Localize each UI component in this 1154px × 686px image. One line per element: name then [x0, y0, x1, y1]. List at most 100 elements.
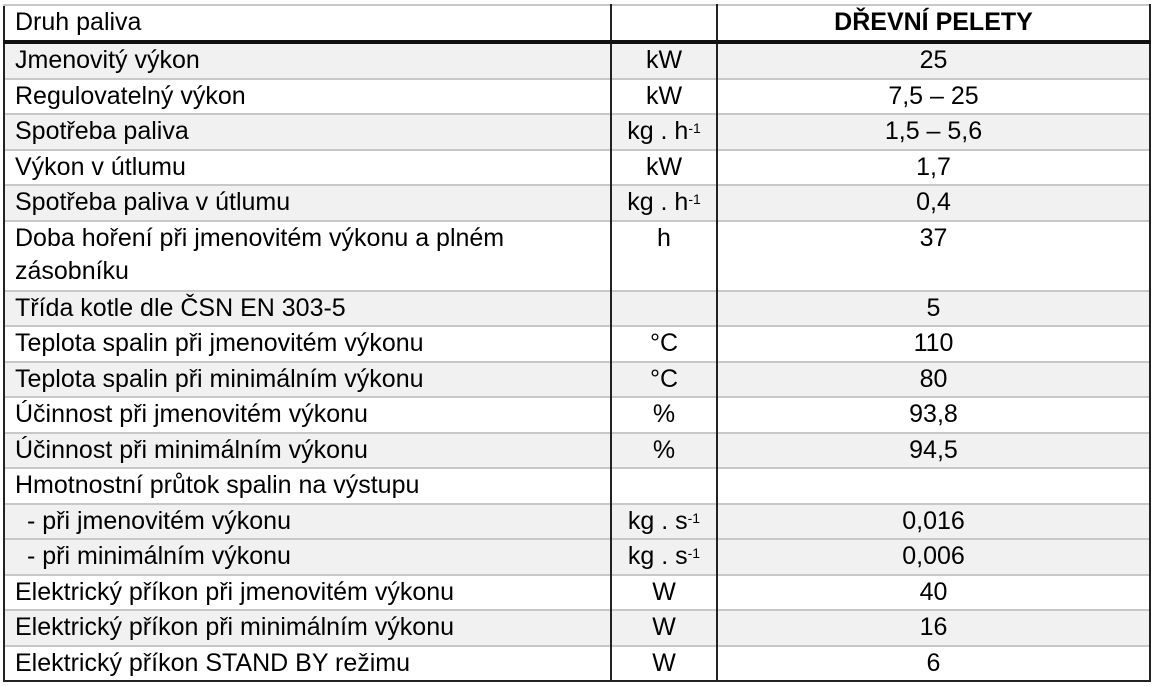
unit-label: W — [652, 648, 676, 677]
value-cell: 25 — [716, 41, 1151, 79]
param-cell: Výkon v útlumu — [3, 148, 612, 185]
table-row: Jmenovitý výkon kW 25 — [3, 41, 1151, 79]
param-label: Výkon v útlumu — [15, 152, 186, 181]
unit-cell — [610, 467, 718, 504]
table-row: Doba hoření při jmenovitém výkonu a plné… — [3, 219, 1151, 291]
table-row: - při minimálním výkonu kg . s-1 0,006 — [3, 538, 1151, 575]
table-row: - při jmenovitém výkonu kg . s-1 0,016 — [3, 502, 1151, 539]
unit-cell: % — [610, 396, 718, 433]
param-cell: Spotřeba paliva v útlumu — [3, 184, 612, 221]
table-row: Účinnost při minimálním výkonu% 94,5 — [3, 431, 1151, 468]
boiler-specifications-table: Druh paliva DŘEVNÍ PELETY Jmenovitý výko… — [3, 4, 1151, 682]
param-label: Účinnost při jmenovitém výkonu — [15, 400, 368, 428]
table-row: Výkon v útlumu kW 1,7 — [3, 148, 1151, 185]
param-cell: Elektrický příkon STAND BY režimu — [3, 644, 612, 681]
table-row: Třída kotle dle ČSN EN 303-5 5 — [3, 289, 1151, 326]
value-cell: 0,006 — [716, 538, 1151, 575]
unit-cell: kg . h-1 — [610, 184, 718, 221]
unit-cell: % — [610, 431, 718, 468]
unit-label: % — [652, 435, 676, 464]
unit-cell: kg . s-1 — [610, 538, 718, 575]
unit-label: W — [652, 613, 676, 641]
header-param: Druh paliva — [3, 4, 612, 44]
unit-cell — [610, 289, 718, 326]
unit-cell: W — [610, 644, 718, 681]
table-row: Hmotnostní průtok spalin na výstupu — [3, 467, 1151, 504]
value-cell: 37 — [716, 219, 1151, 291]
table-row: Elektrický příkon při minimálním výkonu W… — [3, 609, 1151, 646]
param-cell: - při jmenovitém výkonu — [3, 502, 612, 539]
table-row: Spotřeba paliva kg . h-1 1,5 – 5,6 — [3, 113, 1151, 150]
unit-cell: kW — [610, 148, 718, 185]
table-row: Elektrický příkon STAND BY režimu W 6 — [3, 644, 1151, 681]
unit-label: kW — [645, 81, 683, 110]
unit-label: h — [657, 223, 671, 252]
param-cell: Teplota spalin při jmenovitém výkonu — [3, 325, 612, 362]
param-label: - při minimálním výkonu — [27, 542, 291, 570]
value-cell — [716, 467, 1151, 504]
param-label: Spotřeba paliva — [15, 117, 189, 145]
param-cell: Elektrický příkon při minimálním výkonu — [3, 609, 612, 646]
param-cell: Třída kotle dle ČSN EN 303-5 — [3, 289, 612, 326]
unit-label: °C — [649, 329, 679, 357]
param-cell: Hmotnostní průtok spalin na výstupu — [3, 467, 612, 504]
value-cell: 5 — [716, 289, 1151, 326]
table-row: Elektrický příkon při jmenovitém výkonu W… — [3, 573, 1151, 610]
unit-cell: W — [610, 609, 718, 646]
value-cell: 0,4 — [716, 184, 1151, 221]
value-cell: 16 — [716, 609, 1151, 646]
unit-label: W — [652, 577, 676, 606]
param-cell: Spotřeba paliva — [3, 113, 612, 150]
param-label: Hmotnostní průtok spalin na výstupu — [15, 471, 420, 499]
header-fuel-type: DŘEVNÍ PELETY — [716, 4, 1151, 44]
unit-label: kg . s — [627, 506, 688, 535]
value-cell: 7,5 – 25 — [716, 77, 1151, 114]
unit-exponent: -1 — [688, 191, 701, 207]
param-label: Teplota spalin při jmenovitém výkonu — [15, 329, 424, 357]
param-cell: Účinnost při jmenovitém výkonu — [3, 396, 612, 433]
table-row: Teplota spalin při jmenovitém výkonu °C 11… — [3, 325, 1151, 362]
unit-cell: kg . s-1 — [610, 502, 718, 539]
unit-cell: kW — [610, 41, 718, 79]
param-label: Teplota spalin při minimálním výkonu — [15, 364, 424, 393]
table-row: Regulovatelný výkon kW 7,5 – 25 — [3, 77, 1151, 114]
param-cell: Regulovatelný výkon — [3, 77, 612, 114]
param-label: Spotřeba paliva v útlumu — [15, 188, 291, 216]
param-cell: Účinnost při minimálním výkonu — [3, 431, 612, 468]
param-label: Elektrický příkon STAND BY režimu — [15, 648, 411, 677]
value-cell: 1,7 — [716, 148, 1151, 185]
table-row: Teplota spalin při minimálním výkonu °C 80 — [3, 360, 1151, 397]
unit-exponent: -1 — [687, 509, 701, 526]
param-label: Účinnost při minimálním výkonu — [15, 435, 368, 464]
unit-label: kg . h — [627, 117, 689, 145]
param-label: Elektrický příkon při jmenovitém výkonu — [15, 577, 455, 606]
value-cell: 94,5 — [716, 431, 1151, 468]
table-header-row: Druh paliva DŘEVNÍ PELETY — [3, 4, 1151, 44]
unit-label: kW — [645, 152, 683, 181]
unit-label: % — [652, 400, 676, 428]
table-row: Účinnost při jmenovitém výkonu% 93,8 — [3, 396, 1151, 433]
unit-cell: °C — [610, 325, 718, 362]
param-cell: - při minimálním výkonu — [3, 538, 612, 575]
unit-label: °C — [649, 364, 679, 393]
unit-cell: kW — [610, 77, 718, 114]
unit-label: kg . s — [627, 542, 688, 570]
value-cell: 0,016 — [716, 502, 1151, 539]
unit-cell: W — [610, 573, 718, 610]
param-label: Doba hoření při jmenovitém výkonu a plné… — [15, 223, 505, 285]
value-cell: 6 — [716, 644, 1151, 681]
param-label: Regulovatelný výkon — [15, 81, 246, 110]
value-cell: 1,5 – 5,6 — [716, 113, 1151, 150]
unit-cell: °C — [610, 360, 718, 397]
value-cell: 80 — [716, 360, 1151, 397]
param-label: Třída kotle dle ČSN EN 303-5 — [15, 293, 346, 322]
param-cell: Teplota spalin při minimálním výkonu — [3, 360, 612, 397]
unit-label: kW — [645, 46, 683, 74]
param-cell: Elektrický příkon při jmenovitém výkonu — [3, 573, 612, 610]
param-label: Elektrický příkon při minimálním výkonu — [15, 613, 455, 641]
unit-cell: h — [610, 219, 718, 291]
table-row: Spotřeba paliva v útlumu kg . h-1 0,4 — [3, 184, 1151, 221]
unit-exponent: -1 — [687, 545, 701, 561]
param-label: - při jmenovitém výkonu — [27, 506, 291, 535]
unit-cell: kg . h-1 — [610, 113, 718, 150]
